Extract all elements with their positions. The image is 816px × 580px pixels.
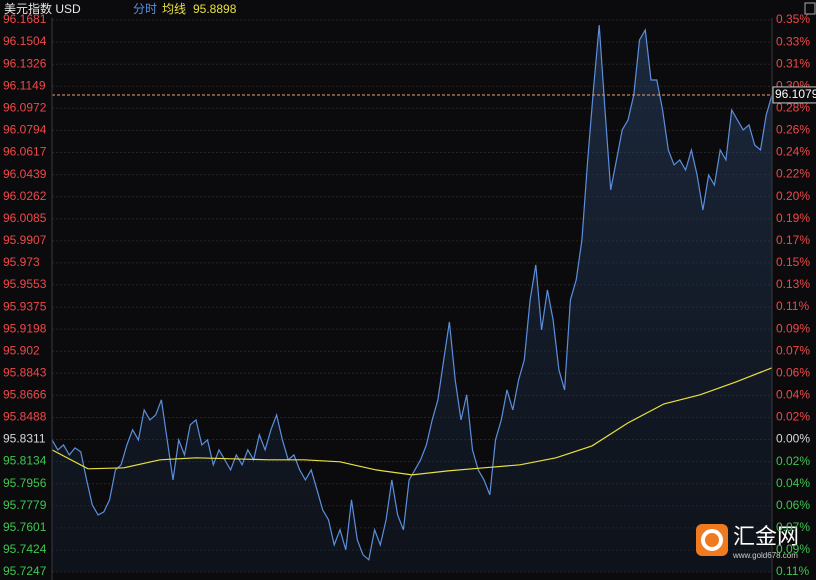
y-tick-label: 95.7247: [3, 564, 47, 578]
y-tick-label: 95.7956: [3, 476, 47, 490]
watermark: 汇金网 www.gold678.com: [696, 524, 799, 560]
y2-tick-label: 0.09%: [776, 321, 810, 335]
y2-tick-label: 0.24%: [776, 145, 810, 159]
y2-tick-label: 0.17%: [776, 233, 810, 247]
y-tick-label: 95.902: [3, 343, 40, 357]
watermark-logo: [696, 524, 728, 556]
y2-tick-label: 0.07%: [776, 343, 810, 357]
y-tick-label: 95.9375: [3, 299, 47, 313]
y2-tick-label: 0.02%: [776, 454, 810, 468]
y-tick-label: 95.8843: [3, 365, 47, 379]
y2-tick-label: 0.15%: [776, 255, 810, 269]
y2-tick-label: 0.31%: [776, 56, 810, 70]
watermark-logo: [701, 529, 723, 551]
plot: [51, 24, 773, 572]
y2-tick-label: 0.33%: [776, 34, 810, 48]
y-tick-label: 95.973: [3, 255, 40, 269]
y2-tick-label: 0.06%: [776, 498, 810, 512]
watermark-url: www.gold678.com: [732, 551, 798, 560]
current-price-box: [772, 86, 816, 104]
y-tick-label: 95.7424: [3, 542, 47, 556]
y-tick-label: 95.8666: [3, 388, 47, 402]
y-tick-label: 96.1681: [3, 12, 47, 26]
watermark-text: 汇金网: [733, 524, 799, 549]
y2-tick-label: 0.22%: [776, 167, 810, 181]
y2-tick-label: 0.04%: [776, 476, 810, 490]
y-tick-label: 95.7601: [3, 520, 47, 534]
y2-tick-label: 0.26%: [776, 123, 810, 137]
y2-tick-label: 0.13%: [776, 277, 810, 291]
y-tick-label: 96.0794: [3, 123, 47, 137]
y2-tick-label: 0.07%: [776, 520, 810, 534]
y2-tick-label: 0.19%: [776, 211, 810, 225]
y-tick-label: 95.9907: [3, 233, 47, 247]
y-tick-label: 96.0262: [3, 189, 47, 203]
y2-tick-label: 0.02%: [776, 410, 810, 424]
y2-tick-label: 0.04%: [776, 388, 810, 402]
y2-tick-label: 0.11%: [776, 299, 809, 313]
current-price-label: 96.1079: [775, 87, 816, 101]
chart-title: 美元指数 USD: [4, 1, 81, 16]
y-tick-label: 96.1149: [3, 78, 46, 92]
y-tick-label: 96.0439: [3, 167, 47, 181]
y-tick-label: 96.1504: [3, 34, 47, 48]
y-tick-label: 96.0085: [3, 211, 47, 225]
y-tick-label: 96.0617: [3, 145, 47, 159]
y2-tick-label: 0.09%: [776, 542, 810, 556]
y2-tick-label: 0.20%: [776, 189, 810, 203]
y2-tick-label: 0.11%: [776, 564, 809, 578]
icon[interactable]: [804, 2, 816, 15]
y-tick-label: 95.8311: [3, 432, 46, 446]
legend-entry: 分时: [133, 2, 157, 16]
y-tick-label: 96.1326: [3, 56, 47, 70]
legend-entry: 均线: [162, 2, 186, 16]
y-tick-label: 96.0972: [3, 100, 47, 114]
y-tick-label: 95.8134: [3, 454, 47, 468]
average-line: [51, 367, 773, 476]
y2-tick-label: 0.28%: [776, 100, 810, 114]
price-area: [52, 25, 772, 572]
y2-tick-label: 0.06%: [776, 365, 810, 379]
y-tick-label: 95.9198: [3, 321, 47, 335]
y2-tick-label: 0.00%: [776, 432, 810, 446]
y-tick-label: 95.9553: [3, 277, 47, 291]
average-value: 95.8898: [193, 2, 237, 16]
y-tick-label: 95.7779: [3, 498, 47, 512]
y2-tick-label: 0.35%: [776, 12, 810, 26]
y-tick-label: 95.8488: [3, 410, 47, 424]
